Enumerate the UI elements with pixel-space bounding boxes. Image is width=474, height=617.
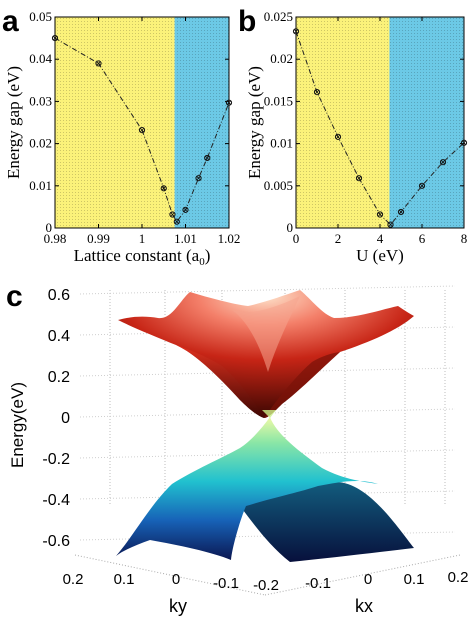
panel-b-data-point: [387, 221, 394, 228]
panel-b-y-tick-label: 0: [287, 220, 294, 235]
panel-c-kx-tick-label: 0.1: [404, 571, 425, 588]
panel-b-data-point: [292, 28, 300, 35]
panel-a-data-point: [225, 99, 233, 106]
panel-b-data-point: [397, 208, 405, 216]
panel-a-y-tick-label: 0.05: [29, 9, 52, 24]
panel-b-data-point: [313, 89, 321, 96]
panel-b-y-axis-label: Energy gap (eV): [245, 66, 264, 179]
panel-a-y-tick-label: 0.04: [29, 51, 52, 66]
panel-c-ky-tick-label: 0.2: [63, 571, 84, 588]
panel-c-ky-tick-label: -0.1: [213, 575, 239, 592]
panel-a-chart: a 0.98 0.99 1 1.01 1.02 0 0.01 0.02 0.03 0.04 0.05…: [2, 5, 240, 268]
panel-c-z-tick-label: -0.4: [42, 492, 70, 509]
panel-a-x-tick-label: 1.01: [174, 231, 197, 246]
panel-c-floor-line: [264, 554, 461, 596]
panel-a-data-point: [173, 218, 180, 225]
panel-a-x-tick-label: 0.99: [87, 231, 110, 246]
panel-c-kx-tick-label: 0.2: [448, 569, 469, 586]
panel-b-y-tick-label: 0.01: [270, 136, 293, 151]
panel-b-data-point: [355, 175, 363, 182]
panel-a-series-line: [54, 37, 230, 223]
panel-c-z-tick-label: 0.2: [48, 369, 70, 386]
panel-b-data-point: [418, 182, 426, 189]
panel-a-y-tick-label: 0.03: [29, 93, 52, 108]
panel-c-z-tick-label: -0.6: [42, 533, 70, 550]
panel-a-x-tick-label: 1: [139, 231, 146, 246]
panel-c-grid-line-horizontal: [79, 367, 456, 377]
panel-a-x-tick-label: 1.02: [218, 231, 241, 246]
panel-c-ky-tick-label: 0.1: [114, 571, 135, 588]
panel-b-x-tick-label: 0: [293, 231, 300, 246]
panel-a-x-axis-label: Lattice constant (a0): [74, 246, 211, 268]
panel-c-grid-line-horizontal: [79, 449, 456, 459]
panel-b-x-tick-label: 4: [377, 231, 384, 246]
panel-b-data-point: [439, 159, 447, 166]
panel-c-kx-tick-label: -0.1: [305, 575, 331, 592]
panel-b-letter: b: [238, 5, 256, 38]
panel-b-x-tick-label: 8: [461, 231, 468, 246]
panel-b-y-tick-label: 0.025: [264, 9, 293, 24]
panel-a-region-texture-1: [174, 17, 229, 228]
panel-c-kx-axis-label: kx: [355, 596, 373, 616]
panel-b-data-point: [460, 139, 468, 146]
panel-c-z-tick-label: 0.6: [48, 287, 70, 304]
panel-b-data-point: [376, 211, 384, 218]
panel-b-y-tick-label: 0.005: [264, 178, 293, 193]
panel-c-z-tick-label: -0.2: [42, 451, 70, 468]
panel-b-data-point: [334, 133, 342, 140]
panel-a-region-texture-0: [55, 17, 175, 228]
panel-b-x-tick-label: 2: [335, 231, 342, 246]
panel-b-y-tick-label: 0.015: [264, 93, 293, 108]
panel-c-grid-line-horizontal: [79, 285, 456, 295]
panel-a-y-axis-label: Energy gap (eV): [4, 66, 23, 179]
panel-a-y-tick-label: 0.02: [29, 136, 52, 151]
panel-a-data-point: [138, 126, 146, 134]
panel-b-region-texture-0: [296, 17, 390, 228]
panel-c-kx-tick-label: 0: [364, 571, 372, 588]
conduction-band-right-shade: [264, 352, 340, 418]
panel-b-region-texture-1: [389, 17, 464, 228]
panel-a-data-point: [182, 206, 189, 213]
panel-c-z-tick-label: 0.4: [48, 328, 70, 345]
valence-band-main: [116, 417, 378, 560]
dirac-point: [262, 410, 276, 418]
panel-c-z-axis-label: Energy(eV): [8, 382, 27, 468]
panel-b-x-tick-label: 6: [419, 231, 426, 246]
panel-b-series-line: [295, 31, 465, 226]
panel-a-data-point: [95, 60, 102, 67]
panel-c-ky-tick-label: -0.2: [253, 577, 279, 594]
panel-c-letter: c: [6, 280, 23, 313]
panel-c-chart: c 0.60.40.20-0.2-0.4-0.60.2 0.1 0 -0.1 -0.2-…: [6, 280, 468, 616]
panel-c-grid-line-horizontal: [79, 408, 456, 418]
panel-a-y-tick-label: 0: [46, 220, 53, 235]
panel-a-data-point: [169, 211, 176, 218]
panel-c-z-tick-label: 0: [61, 410, 70, 427]
panel-a-y-tick-label: 0.01: [29, 178, 52, 193]
panel-c-grid-line-horizontal: [79, 490, 456, 500]
panel-a-data-point: [51, 35, 59, 42]
panel-b-chart: b 0 2 4 6 8 0 0.005 0.01 0.015 0.02 0.025 Energy g…: [238, 5, 467, 265]
panel-a-data-point: [204, 154, 211, 162]
panel-b-y-tick-label: 0.02: [270, 51, 293, 66]
panel-a-letter: a: [2, 5, 19, 38]
panel-a-x-tick-label: 0.98: [44, 231, 67, 246]
panel-c-ky-axis-label: ky: [169, 596, 187, 616]
conduction-band-highlight: [232, 296, 300, 372]
conduction-band-front-shade: [176, 345, 264, 418]
panel-a-data-point: [195, 175, 202, 182]
panel-c-ky-tick-label: 0: [172, 571, 180, 588]
panel-b-x-axis-label: U (eV): [356, 246, 404, 265]
panel-a-data-point: [160, 185, 167, 192]
panel-c-surfaces: [116, 290, 414, 562]
